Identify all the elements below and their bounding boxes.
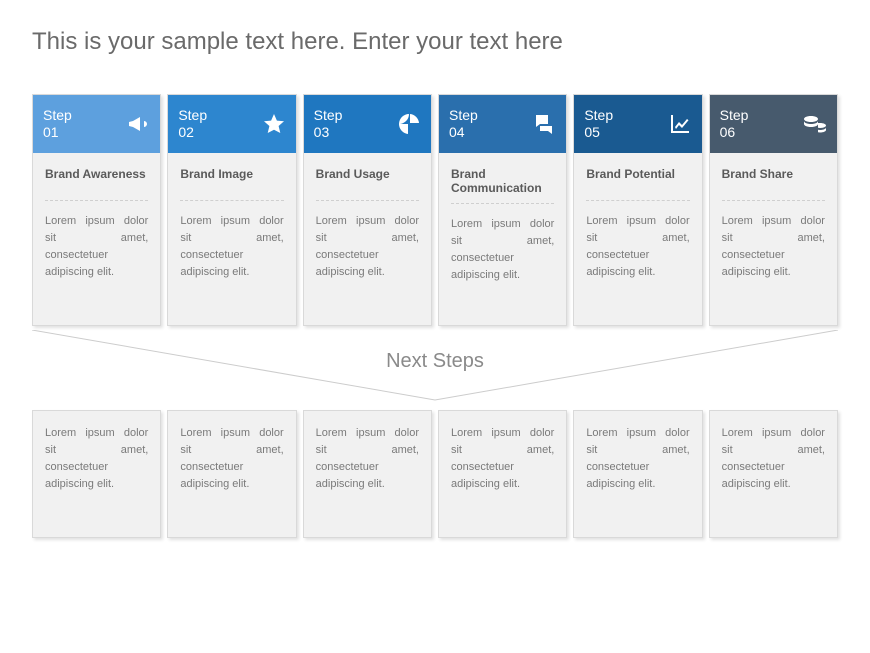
step-header: Step05 [574,95,701,153]
step-subtitle: Brand Communication [451,167,554,204]
step-label: Step03 [314,107,343,142]
step-subtitle: Brand Share [722,167,825,201]
next-steps-label: Next Steps [32,350,838,373]
next-step-card: Lorem ipsum dolor sit amet, consectetuer… [303,410,432,538]
step-description: Lorem ipsum dolor sit amet, consectetuer… [316,213,419,281]
step-description: Lorem ipsum dolor sit amet, consectetuer… [180,213,283,281]
step-card: Step06 Brand Share Lorem ipsum dolor sit a… [709,94,838,326]
step-header: Step04 [439,95,566,153]
pie-icon [397,112,421,136]
step-label: Step05 [584,107,613,142]
step-header: Step03 [304,95,431,153]
coins-icon [803,112,827,136]
step-body: Brand Image Lorem ipsum dolor sit amet, c… [168,153,295,293]
next-step-description: Lorem ipsum dolor sit amet, consectetuer… [451,425,554,493]
step-label: Step02 [178,107,207,142]
step-label: Step01 [43,107,72,142]
step-description: Lorem ipsum dolor sit amet, consectetuer… [45,213,148,281]
step-card: Step05 Brand Potential Lorem ipsum dolor s… [573,94,702,326]
next-step-card: Lorem ipsum dolor sit amet, consectetuer… [709,410,838,538]
step-subtitle: Brand Image [180,167,283,201]
steps-row: Step01 Brand Awareness Lorem ipsum dolor s… [32,94,838,326]
next-steps-row: Lorem ipsum dolor sit amet, consectetuer… [32,410,838,538]
step-subtitle: Brand Potential [586,167,689,201]
step-header: Step02 [168,95,295,153]
step-body: Brand Communication Lorem ipsum dolor sit… [439,153,566,296]
megaphone-icon [126,112,150,136]
next-step-description: Lorem ipsum dolor sit amet, consectetuer… [45,425,148,493]
next-step-card: Lorem ipsum dolor sit amet, consectetuer… [167,410,296,538]
step-header: Step06 [710,95,837,153]
step-label: Step04 [449,107,478,142]
step-card: Step04 Brand Communication Lorem ipsum dol… [438,94,567,326]
step-header: Step01 [33,95,160,153]
chat-icon [532,112,556,136]
growth-icon [668,112,692,136]
next-step-description: Lorem ipsum dolor sit amet, consectetuer… [586,425,689,493]
funnel: Next Steps [32,330,838,410]
step-subtitle: Brand Awareness [45,167,148,201]
step-label: Step06 [720,107,749,142]
step-description: Lorem ipsum dolor sit amet, consectetuer… [722,213,825,281]
step-card: Step02 Brand Image Lorem ipsum dolor sit a… [167,94,296,326]
step-subtitle: Brand Usage [316,167,419,201]
star-icon [262,112,286,136]
step-body: Brand Potential Lorem ipsum dolor sit ame… [574,153,701,293]
step-card: Step01 Brand Awareness Lorem ipsum dolor s… [32,94,161,326]
next-step-description: Lorem ipsum dolor sit amet, consectetuer… [180,425,283,493]
next-step-card: Lorem ipsum dolor sit amet, consectetuer… [438,410,567,538]
page-title: This is your sample text here. Enter you… [32,28,838,56]
next-step-description: Lorem ipsum dolor sit amet, consectetuer… [722,425,825,493]
next-step-card: Lorem ipsum dolor sit amet, consectetuer… [573,410,702,538]
step-body: Brand Usage Lorem ipsum dolor sit amet, c… [304,153,431,293]
next-step-card: Lorem ipsum dolor sit amet, consectetuer… [32,410,161,538]
step-body: Brand Awareness Lorem ipsum dolor sit ame… [33,153,160,293]
next-step-description: Lorem ipsum dolor sit amet, consectetuer… [316,425,419,493]
step-body: Brand Share Lorem ipsum dolor sit amet, c… [710,153,837,293]
step-description: Lorem ipsum dolor sit amet, consectetuer… [586,213,689,281]
step-card: Step03 Brand Usage Lorem ipsum dolor sit a… [303,94,432,326]
step-description: Lorem ipsum dolor sit amet, consectetuer… [451,216,554,284]
